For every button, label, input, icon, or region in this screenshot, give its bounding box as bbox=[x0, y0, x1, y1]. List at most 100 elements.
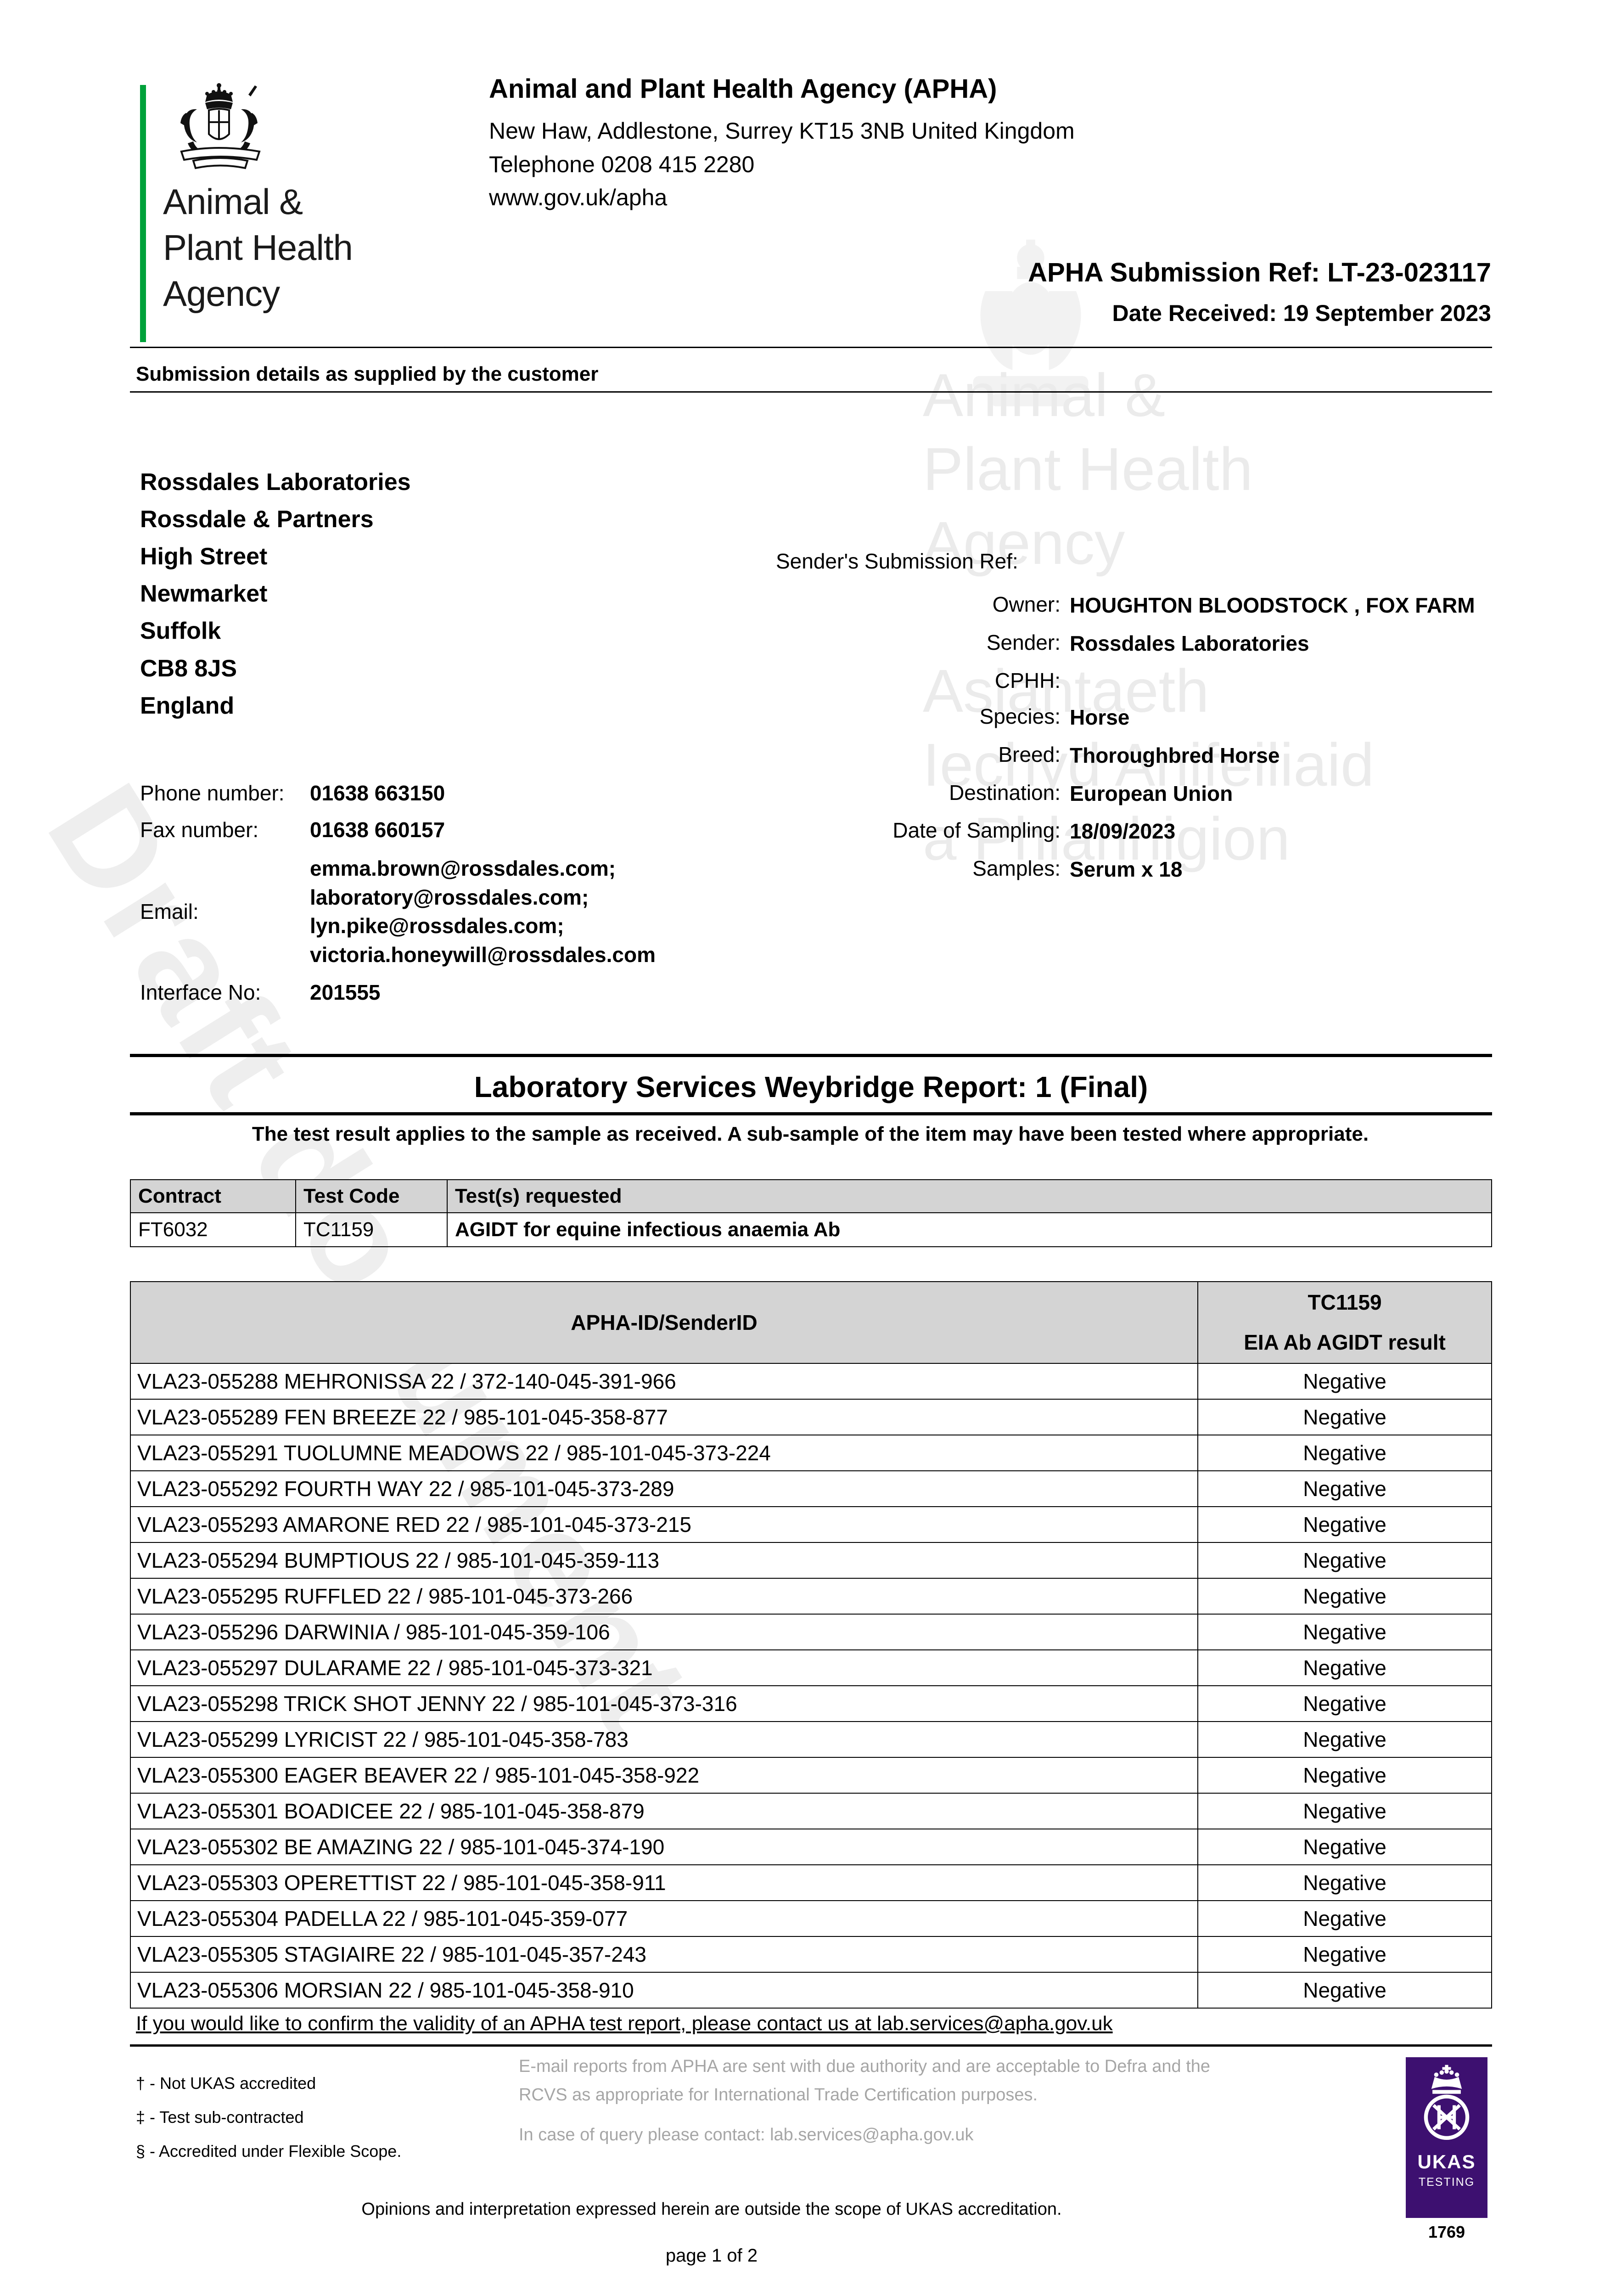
report-disclaimer-note: The test result applies to the sample as… bbox=[252, 1123, 1369, 1145]
sample-result: Negative bbox=[1197, 1363, 1492, 1400]
email-value[interactable]: laboratory@rossdales.com; bbox=[310, 885, 589, 909]
results-table: APHA-ID/SenderID TC1159 EIA Ab AGIDT res… bbox=[130, 1281, 1492, 2009]
sample-id: VLA23-055302 BE AMAZING 22 / 985-101-045… bbox=[130, 1829, 1198, 1865]
table-row: VLA23-055291 TUOLUMNE MEADOWS 22 / 985-1… bbox=[130, 1435, 1492, 1471]
tests-requested-value: AGIDT for equine infectious anaemia Ab bbox=[447, 1212, 1492, 1247]
meta-row-date-of-sampling: Date of Sampling: 18/09/2023 bbox=[776, 818, 1492, 845]
address-line: England bbox=[140, 692, 235, 719]
sample-result: Negative bbox=[1197, 1936, 1492, 1973]
phone-value: 01638 663150 bbox=[310, 781, 445, 805]
destination-label: Destination: bbox=[949, 780, 1061, 805]
tests-requested-col-header: Test(s) requested bbox=[447, 1179, 1492, 1213]
date-received: Date Received: 19 September 2023 bbox=[1112, 300, 1491, 326]
sample-id: VLA23-055295 RUFFLED 22 / 985-101-045-37… bbox=[130, 1578, 1198, 1615]
contract-value: FT6032 bbox=[130, 1212, 296, 1247]
email-authority-note: E-mail reports from APHA are sent with d… bbox=[519, 2057, 1211, 2105]
sample-result: Negative bbox=[1197, 1829, 1492, 1865]
apha-logo-wordmark: Animal & Plant Health Agency bbox=[163, 181, 353, 314]
table-row: VLA23-055296 DARWINIA / 985-101-045-359-… bbox=[130, 1614, 1492, 1650]
accreditation-key-item: † - Not UKAS accredited bbox=[136, 2074, 316, 2093]
sample-result: Negative bbox=[1197, 1470, 1492, 1507]
contract-col-header: Contract bbox=[130, 1179, 296, 1213]
agency-website[interactable]: www.gov.uk/apha bbox=[489, 185, 668, 210]
sample-id: VLA23-055293 AMARONE RED 22 / 985-101-04… bbox=[130, 1506, 1198, 1543]
result-col-header: TC1159 EIA Ab AGIDT result bbox=[1197, 1281, 1492, 1364]
sample-id: VLA23-055298 TRICK SHOT JENNY 22 / 985-1… bbox=[130, 1685, 1198, 1722]
meta-row-sender: Sender: Rossdales Laboratories bbox=[776, 630, 1492, 657]
accreditation-key-item: ‡ - Test sub-contracted bbox=[136, 2107, 304, 2127]
species-label: Species: bbox=[979, 704, 1061, 728]
email-value[interactable]: emma.brown@rossdales.com; bbox=[310, 856, 616, 880]
accreditation-key-list: † - Not UKAS accredited ‡ - Test sub-con… bbox=[136, 2066, 401, 2168]
header-divider bbox=[130, 347, 1492, 348]
sample-result: Negative bbox=[1197, 1757, 1492, 1794]
table-row: VLA23-055295 RUFFLED 22 / 985-101-045-37… bbox=[130, 1578, 1492, 1615]
address-line: Newmarket bbox=[140, 580, 268, 608]
sample-id: VLA23-055305 STAGIAIRE 22 / 985-101-045-… bbox=[130, 1936, 1198, 1973]
address-line: High Street bbox=[140, 543, 268, 570]
table-row: VLA23-055292 FOURTH WAY 22 / 985-101-045… bbox=[130, 1470, 1492, 1507]
footer-divider bbox=[130, 2044, 1492, 2047]
interface-value: 201555 bbox=[310, 980, 381, 1005]
customer-address-block: Rossdales Laboratories Rossdale & Partne… bbox=[140, 464, 411, 725]
contact-row-interface: Interface No: 201555 bbox=[140, 980, 783, 1005]
sample-id: VLA23-055292 FOURTH WAY 22 / 985-101-045… bbox=[130, 1470, 1198, 1507]
sample-result: Negative bbox=[1197, 1900, 1492, 1937]
table-row: VLA23-055299 LYRICIST 22 / 985-101-045-3… bbox=[130, 1721, 1492, 1758]
table-row: VLA23-055303 OPERETTIST 22 / 985-101-045… bbox=[130, 1864, 1492, 1901]
report-title: Laboratory Services Weybridge Report: 1 … bbox=[474, 1070, 1148, 1103]
email-label: Email: bbox=[140, 900, 199, 924]
ukas-testing-label: TESTING bbox=[1418, 2176, 1475, 2189]
address-line: Rossdales Laboratories bbox=[140, 469, 411, 495]
table-row: VLA23-055301 BOADICEE 22 / 985-101-045-3… bbox=[130, 1793, 1492, 1829]
breed-value: Thoroughbred Horse bbox=[1070, 743, 1280, 767]
meta-row-cphh: CPHH: bbox=[776, 668, 1492, 693]
sample-result: Negative bbox=[1197, 1972, 1492, 2009]
subheading-divider bbox=[130, 391, 1492, 393]
royal-coat-of-arms-icon bbox=[180, 83, 261, 169]
sample-result: Negative bbox=[1197, 1685, 1492, 1722]
sample-result: Negative bbox=[1197, 1721, 1492, 1758]
table-row: VLA23-055298 TRICK SHOT JENNY 22 / 985-1… bbox=[130, 1685, 1492, 1722]
validity-statement[interactable]: If you would like to confirm the validit… bbox=[136, 2012, 1113, 2035]
meta-row-samples: Samples: Serum x 18 bbox=[776, 856, 1492, 883]
date-of-sampling-value: 18/09/2023 bbox=[1070, 819, 1176, 844]
table-row: VLA23-055294 BUMPTIOUS 22 / 985-101-045-… bbox=[130, 1542, 1492, 1579]
owner-label: Owner: bbox=[992, 592, 1061, 616]
sample-id: VLA23-055289 FEN BREEZE 22 / 985-101-045… bbox=[130, 1399, 1198, 1435]
apha-id-col-header: APHA-ID/SenderID bbox=[130, 1281, 1198, 1364]
apha-green-accent-bar bbox=[140, 85, 146, 342]
address-line: CB8 8JS bbox=[140, 655, 237, 682]
senders-submission-ref: Sender's Submission Ref: bbox=[776, 549, 1492, 574]
address-line: Suffolk bbox=[140, 618, 221, 645]
meta-row-destination: Destination: European Union bbox=[776, 780, 1492, 807]
sample-result: Negative bbox=[1197, 1435, 1492, 1471]
sample-id: VLA23-055291 TUOLUMNE MEADOWS 22 / 985-1… bbox=[130, 1435, 1198, 1471]
phone-label: Phone number: bbox=[140, 781, 285, 805]
ukas-accreditation-number: 1769 bbox=[1428, 2223, 1465, 2241]
contract-table-header-row: Contract Test Code Test(s) requested bbox=[130, 1179, 1492, 1213]
test-code-value: TC1159 bbox=[295, 1212, 448, 1247]
agency-telephone: Telephone 0208 415 2280 bbox=[489, 151, 755, 177]
meta-row-owner: Owner: HOUGHTON BLOODSTOCK , FOX FARM bbox=[776, 592, 1492, 619]
table-row: VLA23-055306 MORSIAN 22 / 985-101-045-35… bbox=[130, 1972, 1492, 2009]
meta-row-species: Species: Horse bbox=[776, 704, 1492, 731]
submission-meta-block: Sender's Submission Ref: Owner: HOUGHTON… bbox=[776, 549, 1492, 894]
contact-row-email: Email: emma.brown@rossdales.com; laborat… bbox=[140, 854, 783, 969]
sample-id: VLA23-055301 BOADICEE 22 / 985-101-045-3… bbox=[130, 1793, 1198, 1829]
footer-email-notes: E-mail reports from APHA are sent with d… bbox=[519, 2053, 1221, 2161]
result-col-test-name: EIA Ab AGIDT result bbox=[1244, 1330, 1446, 1354]
table-row: FT6032 TC1159 AGIDT for equine infectiou… bbox=[130, 1212, 1492, 1247]
report-divider-bottom bbox=[130, 1112, 1492, 1115]
email-value[interactable]: lyn.pike@rossdales.com; bbox=[310, 914, 564, 938]
page-number-label: page 1 of 2 bbox=[665, 2245, 758, 2266]
agency-contact-block: Animal and Plant Health Agency (APHA) Ne… bbox=[489, 73, 1315, 214]
accreditation-key-item: § - Accredited under Flexible Scope. bbox=[136, 2141, 402, 2161]
report-divider-top bbox=[130, 1054, 1492, 1057]
breed-label: Breed: bbox=[998, 742, 1061, 766]
email-value[interactable]: victoria.honeywill@rossdales.com bbox=[310, 942, 656, 967]
sender-label: Sender: bbox=[986, 630, 1061, 654]
table-row: VLA23-055289 FEN BREEZE 22 / 985-101-045… bbox=[130, 1399, 1492, 1435]
sample-id: VLA23-055288 MEHRONISSA 22 / 372-140-045… bbox=[130, 1363, 1198, 1400]
